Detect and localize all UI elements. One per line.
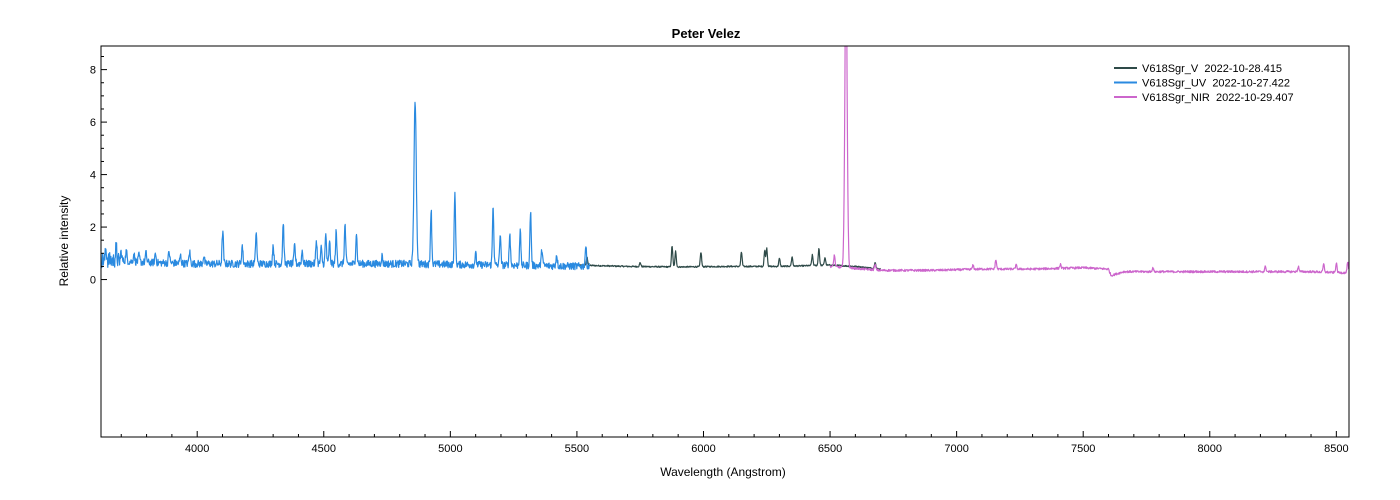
x-tick-label: 4000 (185, 443, 209, 455)
x-tick-label: 8000 (1198, 443, 1222, 455)
x-tick-label: 6000 (691, 443, 715, 455)
x-tick-label: 6500 (818, 443, 842, 455)
x-axis-label: Wavelength (Angstrom) (660, 465, 786, 479)
series-line (101, 101, 590, 271)
y-tick-label: 8 (90, 65, 96, 77)
legend-entry: V618Sgr_UV 2022-10-27.422 (1142, 78, 1290, 90)
legend: V618Sgr_V 2022-10-28.415 V618Sgr_UV 2022-… (1114, 63, 1294, 104)
legend-entry: V618Sgr_NIR 2022-10-29.407 (1142, 92, 1294, 104)
y-axis-label: Relative intensity (57, 196, 71, 287)
chart-title: Peter Velez (672, 26, 741, 41)
x-tick-label: 7000 (944, 443, 968, 455)
y-tick-label: 6 (90, 117, 96, 129)
x-tick-label: 5500 (565, 443, 589, 455)
plot-frame (100, 45, 1350, 438)
plot-series (101, 46, 1349, 277)
y-tick-label: 2 (90, 222, 96, 234)
y-axis: 0 2 4 6 8 (90, 55, 107, 287)
x-tick-label: 7500 (1071, 443, 1095, 455)
series-line (576, 246, 881, 271)
x-axis: 4000 4500 5000 5500 6000 6500 7000 7500 8000 8500 (120, 431, 1349, 455)
x-tick-label: 8500 (1324, 443, 1348, 455)
x-tick-label: 5000 (438, 443, 462, 455)
y-tick-label: 0 (90, 275, 96, 287)
x-tick-label: 4500 (312, 443, 336, 455)
legend-entry: V618Sgr_V 2022-10-28.415 (1142, 63, 1282, 75)
y-tick-label: 4 (90, 170, 96, 182)
series-line (829, 46, 1349, 277)
